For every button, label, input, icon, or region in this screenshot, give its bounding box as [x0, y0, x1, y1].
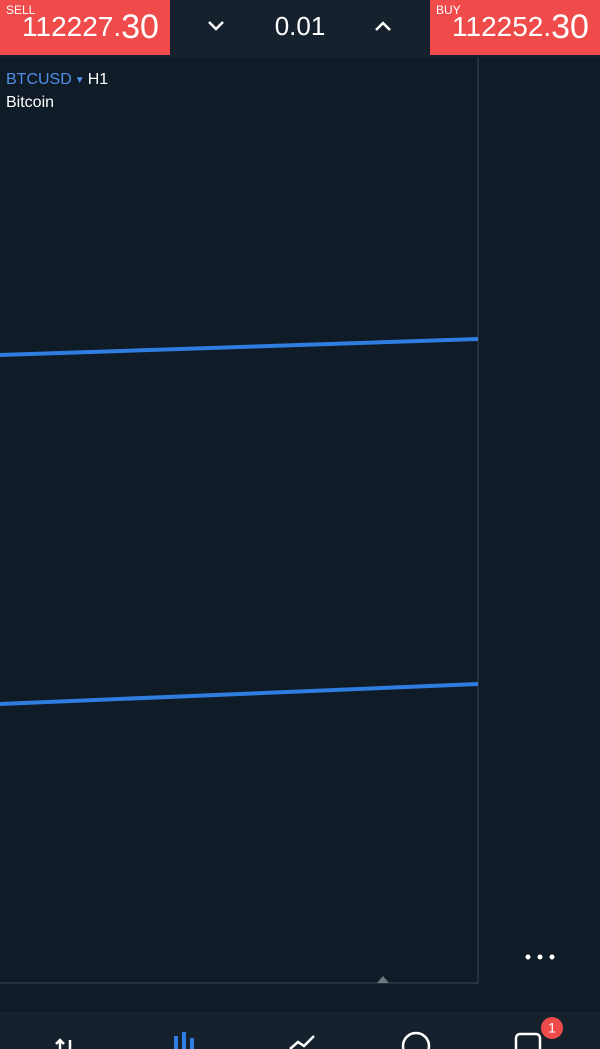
nav-trade[interactable]: [289, 1035, 315, 1049]
buy-label: BUY: [436, 3, 461, 17]
buy-button[interactable]: [430, 0, 600, 55]
symbol: BTCUSD: [6, 71, 72, 88]
sell-price-main: 112227.: [22, 11, 121, 42]
nav-quotes[interactable]: [55, 1038, 72, 1049]
menu-dot[interactable]: [537, 954, 543, 960]
nav-chart[interactable]: [174, 1032, 194, 1049]
menu-dot[interactable]: [549, 954, 555, 960]
lot-increase[interactable]: [375, 21, 391, 31]
description: Bitcoin: [6, 94, 54, 111]
sell-price-tail: 30: [121, 8, 159, 46]
buy-price-tail: 30: [551, 8, 589, 46]
timeframe: H1: [88, 71, 109, 88]
symbol-line: BTCUSD ▼ H1: [6, 71, 108, 88]
nav-history[interactable]: [401, 1031, 431, 1049]
buy-price-main: 112252.: [452, 11, 551, 42]
nav-messages[interactable]: [514, 1032, 542, 1049]
trendline-upper: [0, 337, 479, 357]
menu-dot[interactable]: [525, 954, 531, 960]
sell-price: 112227.30: [22, 8, 159, 46]
nav-badge-bg: [541, 1017, 563, 1039]
nav-badge: 1: [548, 1020, 556, 1036]
sell-button[interactable]: [0, 0, 170, 55]
buy-price: 112252.30: [452, 8, 589, 46]
trendline-lower: [0, 682, 479, 706]
symbol-dropdown[interactable]: ▼: [75, 75, 85, 86]
lot-decrease[interactable]: [208, 21, 224, 31]
scroll-marker[interactable]: [377, 976, 389, 983]
sell-label: SELL: [6, 3, 36, 17]
lot-size[interactable]: 0.01: [275, 11, 326, 41]
